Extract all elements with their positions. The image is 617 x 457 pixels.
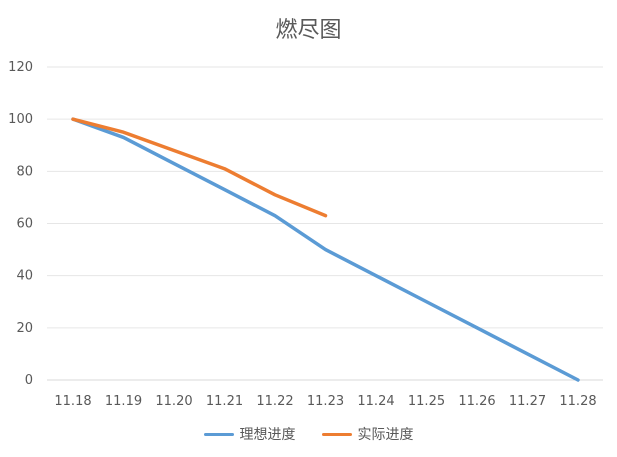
series-line-0	[71, 117, 580, 382]
legend-item-actual[interactable]: 实际进度	[321, 424, 414, 444]
x-tick-label: 11.20	[155, 394, 192, 409]
y-tick-label: 120	[8, 60, 33, 75]
legend-item-ideal[interactable]: 理想进度	[203, 424, 296, 444]
x-tick-label: 11.19	[105, 394, 142, 409]
x-tick-label: 11.26	[458, 394, 495, 409]
legend-swatch-ideal	[203, 432, 234, 436]
x-tick-label: 11.27	[509, 394, 546, 409]
y-tick-label: 60	[16, 217, 33, 232]
x-tick-label: 11.25	[408, 394, 445, 409]
legend: 理想进度 实际进度	[0, 424, 617, 444]
y-tick-label: 20	[16, 321, 33, 336]
y-tick-label: 80	[16, 164, 33, 179]
x-tick-label: 11.28	[559, 394, 596, 409]
legend-swatch-actual	[321, 432, 352, 436]
x-tick-label: 11.23	[307, 394, 344, 409]
x-tick-label: 11.24	[357, 394, 394, 409]
x-tick-label: 11.22	[256, 394, 293, 409]
legend-label-actual: 实际进度	[357, 427, 414, 443]
legend-label-ideal: 理想进度	[239, 427, 296, 443]
y-tick-label: 40	[16, 269, 33, 284]
y-tick-label: 100	[8, 112, 33, 127]
chart-title: 燃尽图	[275, 18, 342, 43]
y-tick-label: 0	[25, 373, 33, 388]
x-tick-label: 11.18	[54, 394, 91, 409]
series-line-1	[71, 117, 328, 218]
x-tick-label: 11.21	[206, 394, 243, 409]
